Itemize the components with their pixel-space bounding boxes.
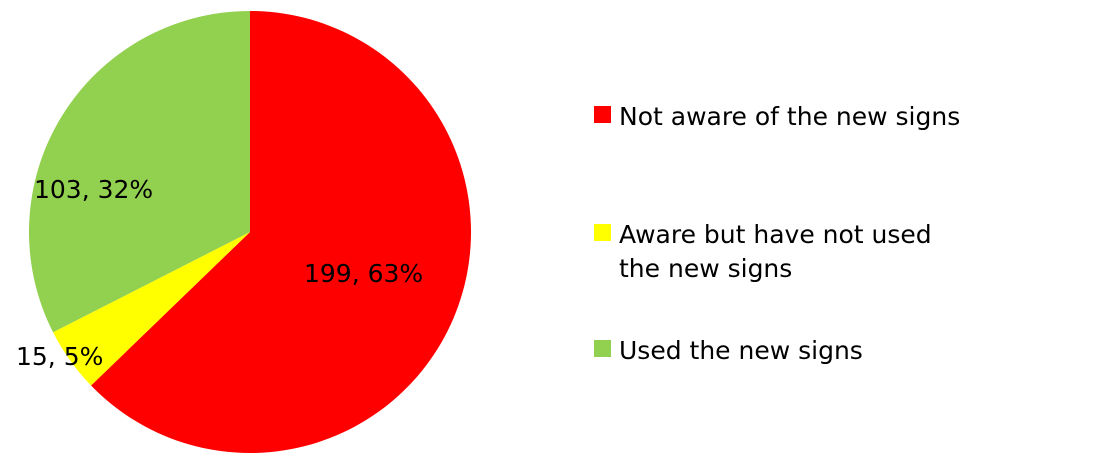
pie-slices bbox=[29, 11, 471, 453]
legend-label-used: Used the new signs bbox=[619, 336, 863, 365]
data-label-aware-not-used: 15, 5% bbox=[16, 342, 103, 371]
pie-data-labels: 199, 63% 15, 5% 103, 32% bbox=[16, 175, 423, 371]
legend-item-not-aware: Not aware of the new signs bbox=[594, 100, 960, 134]
pie-slice-aware-not-used bbox=[53, 232, 250, 386]
legend-item-aware-not-used: Aware but have not used the new signs bbox=[594, 218, 932, 286]
legend-swatch-used bbox=[594, 340, 611, 357]
legend-label-aware-not-used: Aware but have not used the new signs bbox=[619, 220, 932, 283]
legend-label-not-aware: Not aware of the new signs bbox=[619, 102, 961, 131]
legend-item-used: Used the new signs bbox=[594, 334, 863, 368]
legend-swatch-not-aware bbox=[594, 106, 611, 123]
data-label-not-aware: 199, 63% bbox=[304, 259, 423, 288]
pie-slice-not-aware bbox=[91, 11, 471, 453]
pie-slice-used bbox=[29, 11, 251, 333]
data-label-used: 103, 32% bbox=[34, 175, 153, 204]
legend-swatch-aware-not-used bbox=[594, 224, 611, 241]
